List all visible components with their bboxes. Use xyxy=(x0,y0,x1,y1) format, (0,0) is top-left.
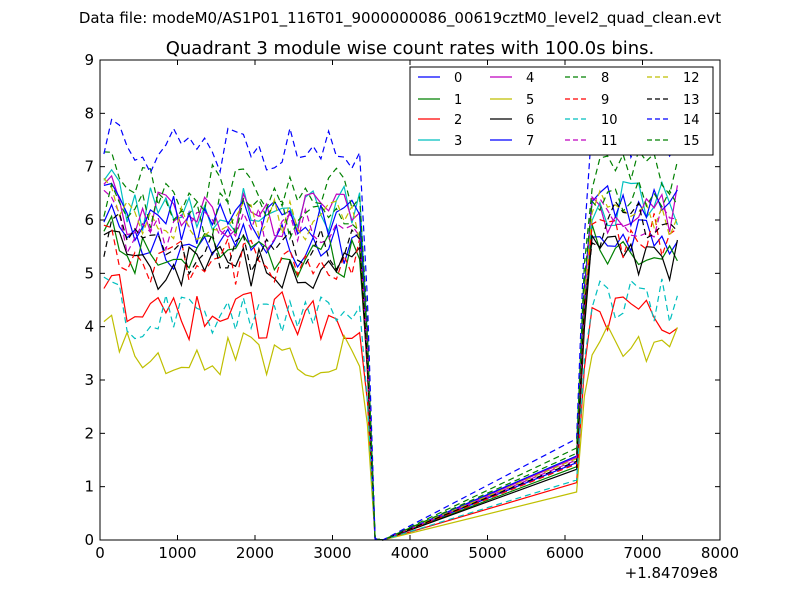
legend-label-7: 7 xyxy=(526,134,534,149)
series-line-9 xyxy=(103,213,678,541)
series-line-3 xyxy=(103,168,678,541)
legend-label-3: 3 xyxy=(454,134,462,149)
y-tick-label: 8 xyxy=(84,104,94,122)
legend-label-1: 1 xyxy=(454,93,462,108)
series-line-14 xyxy=(103,112,678,541)
legend-label-2: 2 xyxy=(454,113,462,128)
legend-label-11: 11 xyxy=(601,134,618,149)
legend-label-9: 9 xyxy=(601,93,609,108)
series-line-12 xyxy=(103,177,678,541)
x-tick-label: 7000 xyxy=(623,544,661,562)
x-tick-label: 0 xyxy=(95,544,105,562)
legend-label-14: 14 xyxy=(683,113,700,128)
y-tick-label: 9 xyxy=(84,51,94,69)
series-line-6 xyxy=(103,230,678,541)
chart-title: Quadrant 3 module wise count rates with … xyxy=(166,38,655,59)
x-tick-label: 8000 xyxy=(701,544,739,562)
legend-label-12: 12 xyxy=(683,71,700,86)
legend-label-0: 0 xyxy=(454,71,462,86)
x-tick-label: 1000 xyxy=(158,544,196,562)
legend-label-6: 6 xyxy=(526,113,534,128)
y-tick-label: 4 xyxy=(84,318,94,336)
series-line-5 xyxy=(103,314,678,541)
series-line-13 xyxy=(103,200,678,541)
series-line-1 xyxy=(103,214,678,541)
legend-label-15: 15 xyxy=(683,134,700,149)
x-tick-label: 5000 xyxy=(468,544,506,562)
x-tick-label: 4000 xyxy=(391,544,429,562)
y-tick-label: 5 xyxy=(84,264,94,282)
x-tick-label: 3000 xyxy=(313,544,351,562)
data-file-header: Data file: modeM0/AS1P01_116T01_90000000… xyxy=(79,9,721,28)
y-tick-label: 6 xyxy=(84,211,94,229)
legend-label-5: 5 xyxy=(526,93,534,108)
x-tick-label: 2000 xyxy=(236,544,274,562)
legend-label-4: 4 xyxy=(526,71,534,86)
x-offset-label: +1.84709e8 xyxy=(625,564,718,582)
series-line-0 xyxy=(103,203,678,541)
series-line-8 xyxy=(103,149,678,541)
legend-label-8: 8 xyxy=(601,71,609,86)
series-line-4 xyxy=(103,174,678,541)
y-tick-label: 7 xyxy=(84,158,94,176)
legend-frame xyxy=(409,66,714,156)
legend-label-13: 13 xyxy=(683,93,700,108)
y-tick-label: 3 xyxy=(84,371,94,389)
y-tick-label: 2 xyxy=(84,424,94,442)
axis-layer: 0 1000 2000 3000 4000 5000 6000 7000 80000123456… xyxy=(84,51,739,562)
series-line-11 xyxy=(103,189,678,541)
x-tick-label: 6000 xyxy=(546,544,584,562)
series-layer xyxy=(103,112,678,541)
y-tick-label: 0 xyxy=(84,531,94,549)
plot-frame xyxy=(99,59,721,541)
legend-label-10: 10 xyxy=(601,113,618,128)
y-tick-label: 1 xyxy=(84,478,94,496)
